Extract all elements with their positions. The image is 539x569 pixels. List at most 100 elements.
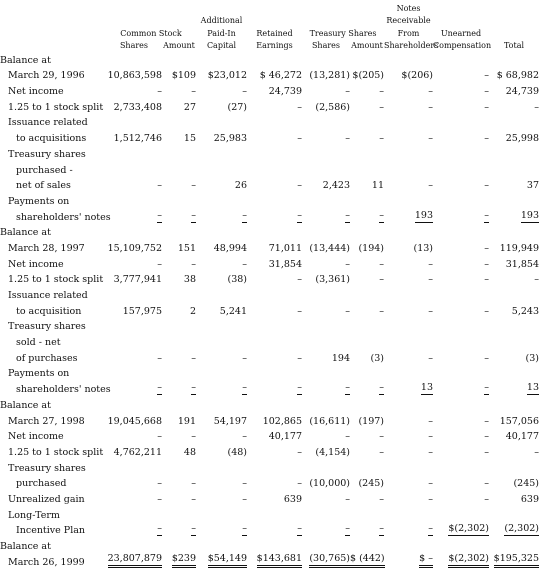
value-cell: –	[302, 379, 350, 396]
value-cell: 4,762,211	[106, 442, 162, 458]
cell-value: (4,154)	[315, 446, 350, 458]
value-cell: –	[196, 474, 247, 490]
column-header: Shareholders	[384, 41, 439, 50]
value-cell	[302, 160, 350, 176]
cell-value: (3)	[370, 352, 384, 364]
value-cell	[489, 505, 539, 521]
value-cell: –	[106, 427, 162, 442]
column-header: Capital	[206, 41, 237, 50]
value-cell	[162, 160, 196, 176]
value-cell: $54,149	[196, 552, 247, 568]
value-cell	[106, 505, 162, 521]
column-header: Common Stock	[120, 28, 182, 38]
value-cell: (3,361)	[302, 270, 350, 285]
value-cell: –	[302, 521, 350, 537]
cell-value: (194)	[358, 242, 384, 254]
table-header: Notes Additional Receivable Common Stock Pai…	[0, 0, 539, 50]
cell-value: –	[297, 209, 302, 223]
value-cell	[162, 50, 196, 66]
value-cell: –	[162, 521, 196, 537]
value-cell	[106, 113, 162, 129]
cell-value: $109	[171, 70, 196, 82]
cell-value: $ (442)	[350, 553, 385, 568]
cell-value: (27)	[227, 101, 247, 113]
value-cell: $ 46,272	[247, 66, 302, 81]
value-cell: –	[247, 474, 302, 490]
value-cell: –	[196, 521, 247, 537]
cell-value: –	[297, 352, 302, 364]
row-label: Issuance related	[8, 290, 88, 301]
value-cell	[302, 364, 350, 380]
value-cell: –	[162, 489, 196, 505]
column-header	[350, 0, 384, 13]
column-header	[489, 25, 539, 38]
cell-value: –	[345, 523, 350, 537]
value-cell: –	[489, 97, 539, 113]
value-cell: $23,012	[196, 66, 247, 81]
value-cell	[247, 395, 302, 411]
value-cell: $(2,302)	[433, 552, 489, 568]
value-cell: –	[433, 254, 489, 270]
value-cell: –	[302, 207, 350, 223]
row-label: Balance at	[0, 54, 51, 66]
value-cell	[384, 458, 433, 474]
value-cell	[106, 285, 162, 301]
value-cell: –	[247, 348, 302, 364]
header-row: Additional Receivable	[0, 13, 539, 26]
value-cell	[247, 223, 302, 239]
value-cell	[489, 191, 539, 207]
table-row: to acquisition 157,975 2 5,241 – – – – – 5,243	[0, 301, 539, 317]
column-header	[0, 25, 106, 38]
cell-value: $(206)	[401, 70, 433, 82]
row-label: Net income	[8, 431, 64, 443]
value-cell	[489, 332, 539, 348]
row-label: 1.25 to 1 stock split	[8, 274, 104, 286]
cell-value: 25,983	[213, 133, 247, 145]
cell-value: –	[157, 209, 162, 223]
cell-value: 15	[183, 133, 196, 145]
value-cell	[350, 223, 384, 239]
column-header	[247, 13, 302, 26]
column-header	[247, 0, 302, 13]
table-body: Balance at March 29, 1996 10,863,598 $109 $2…	[0, 50, 539, 568]
cell-value: (10,000)	[309, 478, 350, 490]
value-cell	[384, 332, 433, 348]
value-cell	[247, 144, 302, 160]
value-cell: –	[433, 411, 489, 427]
value-cell: –	[384, 128, 433, 144]
cell-value: 102,865	[262, 415, 302, 427]
row-label: Issuance related	[8, 117, 88, 129]
table-row: Balance at	[0, 395, 539, 411]
column-header: Compensation	[433, 41, 492, 50]
value-cell: –	[350, 521, 384, 537]
value-cell: –	[350, 207, 384, 223]
cell-value: –	[297, 446, 302, 458]
value-cell: –	[196, 81, 247, 97]
value-cell: –	[433, 348, 489, 364]
cell-value: –	[379, 446, 384, 458]
cell-value: –	[297, 478, 302, 490]
value-cell: –	[196, 427, 247, 442]
column-header	[433, 0, 489, 13]
cell-value: –	[428, 258, 433, 270]
value-cell: –	[350, 254, 384, 270]
value-cell: –	[384, 427, 433, 442]
cell-value: 25,998	[505, 133, 539, 145]
cell-value: –	[242, 352, 247, 364]
cell-value: 194	[331, 352, 350, 364]
cell-value: –	[242, 478, 247, 490]
cell-value: –	[484, 305, 489, 317]
value-cell	[247, 317, 302, 333]
value-cell	[162, 395, 196, 411]
cell-value: –	[191, 86, 196, 98]
cell-value: $ 68,982	[496, 70, 539, 82]
value-cell	[489, 144, 539, 160]
cell-value: (13,444)	[309, 242, 350, 254]
cell-value: –	[534, 274, 539, 286]
value-cell: –	[106, 474, 162, 489]
cell-value: –	[191, 382, 196, 396]
row-label: Payments on	[8, 368, 70, 380]
cell-value: 24,739	[268, 86, 302, 98]
row-label: shareholders' notes	[16, 384, 111, 396]
value-cell: –	[247, 521, 302, 537]
